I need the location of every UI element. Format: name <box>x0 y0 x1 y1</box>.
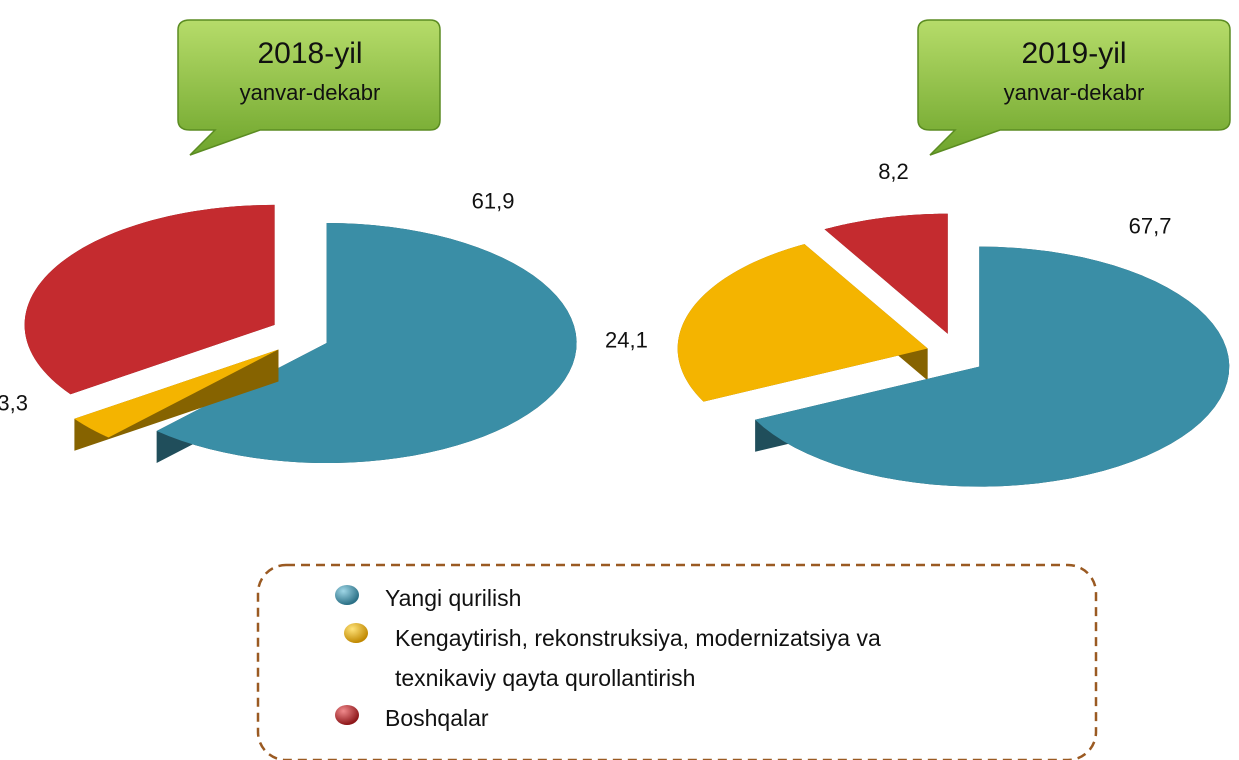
legend-marker <box>335 705 359 725</box>
callout <box>917 19 1231 156</box>
slice: Kengaytirish, rekonstruksiya, modernizat… <box>74 349 279 470</box>
data-label: 24,1 <box>605 327 648 352</box>
data-label: 61,9 <box>472 189 515 214</box>
slice-top <box>74 349 279 438</box>
legend-label: Boshqalar <box>385 705 489 731</box>
chart-subtitle: yanvar-dekabr <box>1004 80 1145 105</box>
slice-top <box>824 213 948 334</box>
slice: Boshqalar <box>824 213 948 366</box>
callout <box>177 19 441 156</box>
chart-subtitle: yanvar-dekabr <box>240 80 381 105</box>
slice-top <box>755 246 1230 487</box>
chart-title: 2019-yil <box>1021 37 1126 70</box>
chart-title: 2018-yil <box>257 37 362 70</box>
slice-top <box>24 204 275 395</box>
slice: Kengaytirish, rekonstruksiya, modernizat… <box>677 244 928 434</box>
slice: Yangi qurilish <box>156 223 577 495</box>
slice-top <box>677 244 928 402</box>
slice-side <box>74 349 279 470</box>
data-label: 8,2 <box>878 159 909 184</box>
slice: Boshqalar <box>24 204 275 427</box>
slice-top <box>156 223 577 463</box>
data-label: 67,7 <box>1129 214 1172 239</box>
slice: Yangi qurilish <box>755 246 1230 519</box>
legend: Yangi qurilish Kengaytirish, rekonstruks… <box>385 578 885 738</box>
legend-label: Yangi qurilish <box>385 585 522 611</box>
legend-marker <box>344 623 368 643</box>
legend-marker <box>335 585 359 605</box>
data-label: 3,3 <box>0 390 28 415</box>
legend-box <box>256 563 1098 760</box>
legend-label: Kengaytirish, rekonstruksiya, modernizat… <box>395 625 881 691</box>
